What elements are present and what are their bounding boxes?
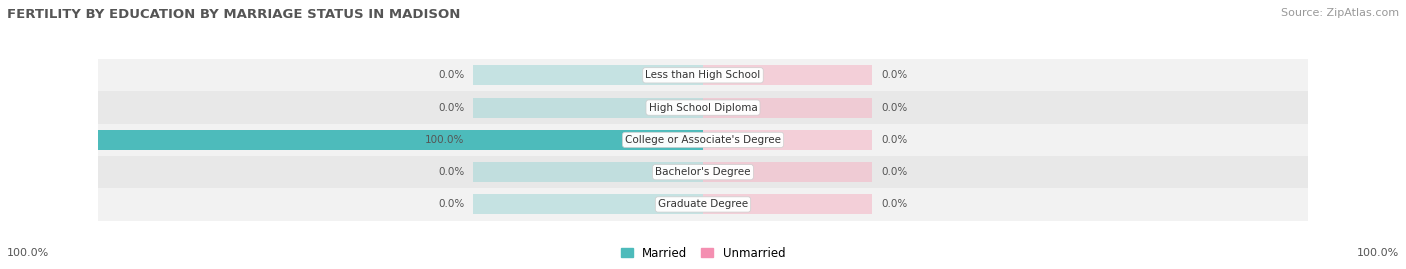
Bar xyxy=(98,59,1308,91)
Bar xyxy=(703,98,872,118)
Bar xyxy=(474,162,703,182)
Bar xyxy=(703,194,872,214)
Text: Bachelor's Degree: Bachelor's Degree xyxy=(655,167,751,177)
Legend: Married, Unmarried: Married, Unmarried xyxy=(617,243,789,263)
Text: College or Associate's Degree: College or Associate's Degree xyxy=(626,135,780,145)
Text: 100.0%: 100.0% xyxy=(1357,248,1399,258)
Bar xyxy=(703,130,872,150)
Bar xyxy=(98,130,703,150)
Bar xyxy=(703,162,872,182)
Text: 0.0%: 0.0% xyxy=(437,167,464,177)
Text: High School Diploma: High School Diploma xyxy=(648,102,758,113)
Text: 0.0%: 0.0% xyxy=(437,199,464,210)
Text: 0.0%: 0.0% xyxy=(882,70,908,80)
Bar xyxy=(98,156,1308,188)
Text: 0.0%: 0.0% xyxy=(882,135,908,145)
Text: 0.0%: 0.0% xyxy=(882,167,908,177)
Bar xyxy=(474,194,703,214)
Text: 0.0%: 0.0% xyxy=(437,70,464,80)
Bar xyxy=(474,130,703,150)
Bar xyxy=(98,91,1308,124)
Text: Less than High School: Less than High School xyxy=(645,70,761,80)
Text: Source: ZipAtlas.com: Source: ZipAtlas.com xyxy=(1281,8,1399,18)
Text: FERTILITY BY EDUCATION BY MARRIAGE STATUS IN MADISON: FERTILITY BY EDUCATION BY MARRIAGE STATU… xyxy=(7,8,460,21)
Bar xyxy=(98,188,1308,221)
Text: 0.0%: 0.0% xyxy=(882,199,908,210)
Text: Graduate Degree: Graduate Degree xyxy=(658,199,748,210)
Bar xyxy=(703,65,872,85)
Bar xyxy=(98,124,1308,156)
Text: 100.0%: 100.0% xyxy=(7,248,49,258)
Bar xyxy=(474,98,703,118)
Text: 100.0%: 100.0% xyxy=(425,135,464,145)
Text: 0.0%: 0.0% xyxy=(437,102,464,113)
Bar xyxy=(474,65,703,85)
Text: 0.0%: 0.0% xyxy=(882,102,908,113)
